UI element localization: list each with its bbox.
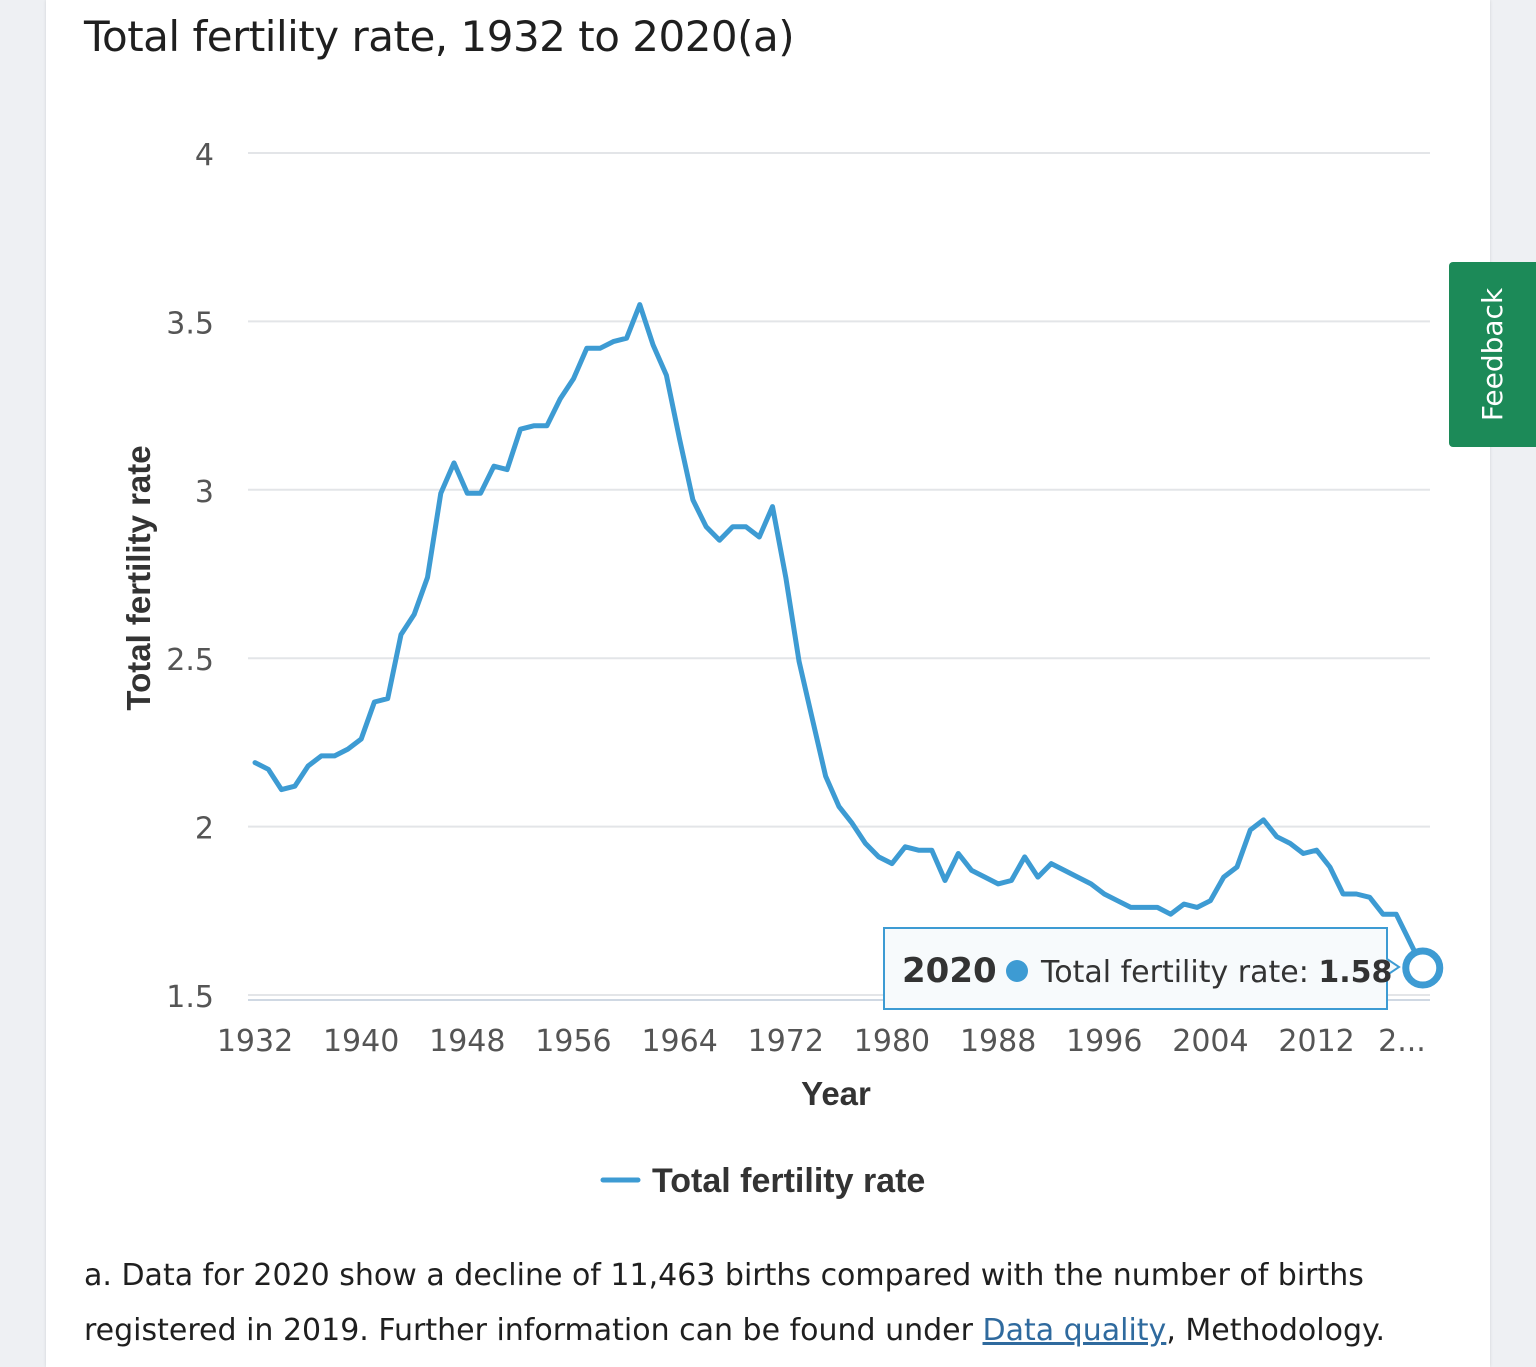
x-tick-label: 1932 bbox=[217, 1024, 293, 1059]
tooltip-year: 2020 bbox=[902, 951, 997, 991]
y-tick-label: 2.5 bbox=[166, 643, 214, 678]
x-tick-label: 2... bbox=[1378, 1024, 1426, 1059]
x-tick-label: 1996 bbox=[1066, 1024, 1142, 1059]
x-tick-label: 1940 bbox=[323, 1024, 399, 1059]
x-tick-label: 1972 bbox=[748, 1024, 824, 1059]
x-tick-label: 1980 bbox=[854, 1024, 930, 1059]
x-tick-label: 2004 bbox=[1172, 1024, 1248, 1059]
feedback-label: Feedback bbox=[1476, 287, 1509, 422]
x-tick-label: 1964 bbox=[641, 1024, 717, 1059]
footnote: a. Data for 2020 show a decline of 11,46… bbox=[84, 1248, 1424, 1358]
tooltip-series-dot bbox=[1006, 960, 1028, 982]
data-quality-link[interactable]: Data quality bbox=[982, 1313, 1167, 1348]
y-axis-title: Total fertility rate bbox=[120, 445, 157, 710]
chart-title: Total fertility rate, 1932 to 2020(a) bbox=[84, 12, 795, 61]
x-tick-label: 1948 bbox=[429, 1024, 505, 1059]
y-tick-label: 3.5 bbox=[166, 306, 214, 341]
y-tick-label: 4 bbox=[195, 138, 214, 173]
tooltip-text: Total fertility rate: 1.58 bbox=[1040, 955, 1392, 990]
x-tick-label: 1956 bbox=[535, 1024, 611, 1059]
x-tick-label: 1988 bbox=[960, 1024, 1036, 1059]
footnote-text: a. Data for 2020 show a decline of 11,46… bbox=[84, 1258, 1364, 1348]
y-tick-label: 3 bbox=[195, 475, 214, 510]
y-tick-label: 2 bbox=[195, 812, 214, 847]
hover-point-marker bbox=[1402, 947, 1444, 989]
x-axis-title: Year bbox=[801, 1075, 871, 1112]
feedback-tab[interactable]: Feedback bbox=[1449, 262, 1536, 447]
tooltip-box bbox=[883, 927, 1401, 1010]
series-line-total-fertility-rate bbox=[252, 302, 1426, 971]
legend-label: Total fertility rate bbox=[652, 1162, 925, 1200]
footnote-text-end: , Methodology. bbox=[1166, 1313, 1385, 1348]
y-tick-label: 1.5 bbox=[166, 980, 214, 1015]
x-tick-label: 2012 bbox=[1278, 1024, 1354, 1059]
chart-card bbox=[46, 0, 1490, 1367]
